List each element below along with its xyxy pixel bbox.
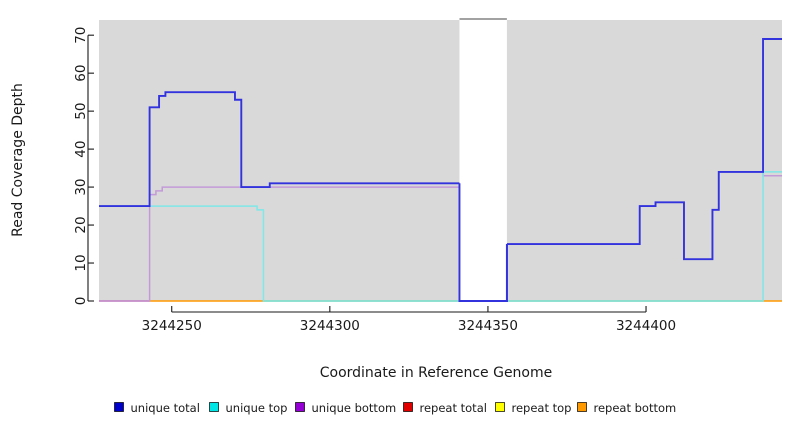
coverage-gap-region bbox=[459, 19, 507, 301]
legend-swatch-unique-total bbox=[114, 402, 124, 412]
x-axis-label: Coordinate in Reference Genome bbox=[320, 365, 553, 381]
legend-swatch-repeat-bottom bbox=[577, 402, 587, 412]
plot-panel bbox=[99, 20, 782, 301]
legend-swatch-repeat-top bbox=[495, 402, 505, 412]
legend-label-repeat-bottom: repeat bottom bbox=[594, 401, 677, 415]
x-tick-label: 3244350 bbox=[458, 318, 518, 334]
series-line-unique-total-gap bbox=[458, 183, 508, 302]
legend-label-unique-total: unique total bbox=[131, 401, 200, 415]
gap-regions-layer bbox=[458, 18, 508, 302]
y-tick-label: 70 bbox=[73, 27, 89, 44]
y-tick-label: 10 bbox=[73, 254, 89, 271]
chart-legend: unique total unique top unique bottom repea… bbox=[114, 401, 677, 415]
y-tick-label: 60 bbox=[73, 65, 89, 82]
tick-labels-layer: 0 10 20 30 40 50 60 70 3244250 3244300 3244350 3244… bbox=[73, 27, 676, 334]
legend-label-unique-top: unique top bbox=[226, 401, 288, 415]
series-line-unique-top bbox=[99, 171, 782, 302]
y-tick-label: 20 bbox=[73, 216, 89, 233]
y-axis-label: Read Coverage Depth bbox=[10, 83, 26, 237]
x-tick-label: 3244250 bbox=[142, 318, 202, 334]
panel-background bbox=[99, 20, 782, 301]
legend-label-repeat-total: repeat total bbox=[420, 401, 487, 415]
x-tick-label: 3244300 bbox=[300, 318, 360, 334]
y-tick-label: 30 bbox=[73, 178, 89, 195]
legend-swatch-unique-top bbox=[209, 402, 219, 412]
legend-label-repeat-top: repeat top bbox=[512, 401, 572, 415]
y-tick-label: 50 bbox=[73, 103, 89, 120]
axes-layer bbox=[87, 34, 647, 313]
x-tick-label: 3244400 bbox=[616, 318, 676, 334]
y-tick-label: 40 bbox=[73, 141, 89, 158]
legend-swatch-repeat-total bbox=[403, 402, 413, 412]
y-tick-label: 0 bbox=[73, 297, 89, 306]
legend-swatch-unique-bottom bbox=[295, 402, 305, 412]
legend-label-unique-bottom: unique bottom bbox=[312, 401, 397, 415]
